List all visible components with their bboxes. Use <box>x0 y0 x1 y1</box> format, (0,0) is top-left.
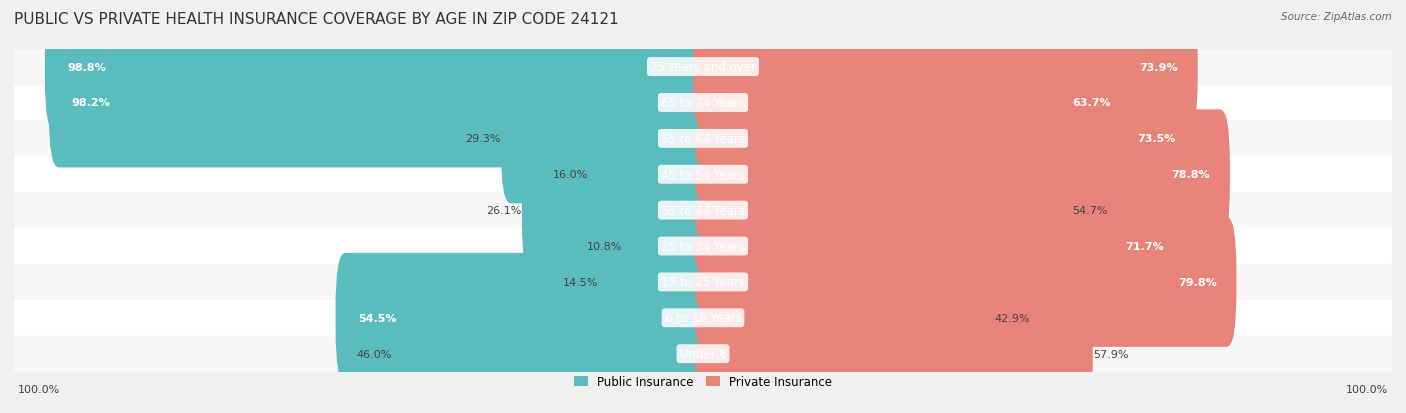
Text: 71.7%: 71.7% <box>1125 242 1164 252</box>
FancyBboxPatch shape <box>45 2 713 132</box>
FancyBboxPatch shape <box>14 228 1392 264</box>
FancyBboxPatch shape <box>14 50 1392 85</box>
Text: 100.0%: 100.0% <box>1346 385 1388 394</box>
FancyBboxPatch shape <box>693 2 1198 132</box>
FancyBboxPatch shape <box>336 253 713 383</box>
Text: 57.9%: 57.9% <box>1092 349 1128 359</box>
Text: 98.2%: 98.2% <box>72 98 111 108</box>
FancyBboxPatch shape <box>693 146 1071 275</box>
Text: 98.8%: 98.8% <box>67 62 107 72</box>
FancyBboxPatch shape <box>623 182 713 311</box>
Text: 79.8%: 79.8% <box>1178 277 1216 287</box>
Text: Source: ZipAtlas.com: Source: ZipAtlas.com <box>1281 12 1392 22</box>
Legend: Public Insurance, Private Insurance: Public Insurance, Private Insurance <box>569 371 837 393</box>
FancyBboxPatch shape <box>588 110 713 240</box>
Text: 42.9%: 42.9% <box>994 313 1031 323</box>
Text: 78.8%: 78.8% <box>1171 170 1211 180</box>
FancyBboxPatch shape <box>14 157 1392 193</box>
FancyBboxPatch shape <box>693 182 1184 311</box>
FancyBboxPatch shape <box>14 300 1392 336</box>
FancyBboxPatch shape <box>14 85 1392 121</box>
FancyBboxPatch shape <box>14 336 1392 372</box>
FancyBboxPatch shape <box>693 110 1230 240</box>
FancyBboxPatch shape <box>49 38 713 168</box>
Text: 10.8%: 10.8% <box>586 242 623 252</box>
Text: 100.0%: 100.0% <box>18 385 60 394</box>
Text: 14.5%: 14.5% <box>562 277 598 287</box>
Text: 19 to 25 Years: 19 to 25 Years <box>661 276 745 289</box>
Text: 54.5%: 54.5% <box>359 313 396 323</box>
Text: 6 to 18 Years: 6 to 18 Years <box>665 311 741 325</box>
Text: 35 to 44 Years: 35 to 44 Years <box>661 204 745 217</box>
FancyBboxPatch shape <box>693 253 994 383</box>
FancyBboxPatch shape <box>14 121 1392 157</box>
Text: 75 Years and over: 75 Years and over <box>650 61 756 74</box>
Text: Under 6: Under 6 <box>679 347 727 360</box>
FancyBboxPatch shape <box>501 74 713 204</box>
Text: 29.3%: 29.3% <box>465 134 501 144</box>
Text: 26.1%: 26.1% <box>486 206 522 216</box>
Text: 25 to 34 Years: 25 to 34 Years <box>661 240 745 253</box>
Text: 63.7%: 63.7% <box>1073 98 1111 108</box>
Text: PUBLIC VS PRIVATE HEALTH INSURANCE COVERAGE BY AGE IN ZIP CODE 24121: PUBLIC VS PRIVATE HEALTH INSURANCE COVER… <box>14 12 619 27</box>
Text: 16.0%: 16.0% <box>553 170 588 180</box>
Text: 46.0%: 46.0% <box>356 349 391 359</box>
FancyBboxPatch shape <box>693 217 1236 347</box>
FancyBboxPatch shape <box>693 289 1092 413</box>
FancyBboxPatch shape <box>522 146 713 275</box>
FancyBboxPatch shape <box>693 38 1130 168</box>
Text: 65 to 74 Years: 65 to 74 Years <box>661 97 745 110</box>
Text: 73.9%: 73.9% <box>1139 62 1178 72</box>
Text: 55 to 64 Years: 55 to 64 Years <box>661 133 745 145</box>
Text: 54.7%: 54.7% <box>1071 206 1108 216</box>
FancyBboxPatch shape <box>14 193 1392 228</box>
FancyBboxPatch shape <box>14 264 1392 300</box>
FancyBboxPatch shape <box>391 289 713 413</box>
FancyBboxPatch shape <box>598 217 713 347</box>
FancyBboxPatch shape <box>693 74 1195 204</box>
Text: 73.5%: 73.5% <box>1137 134 1175 144</box>
Text: 45 to 54 Years: 45 to 54 Years <box>661 169 745 181</box>
